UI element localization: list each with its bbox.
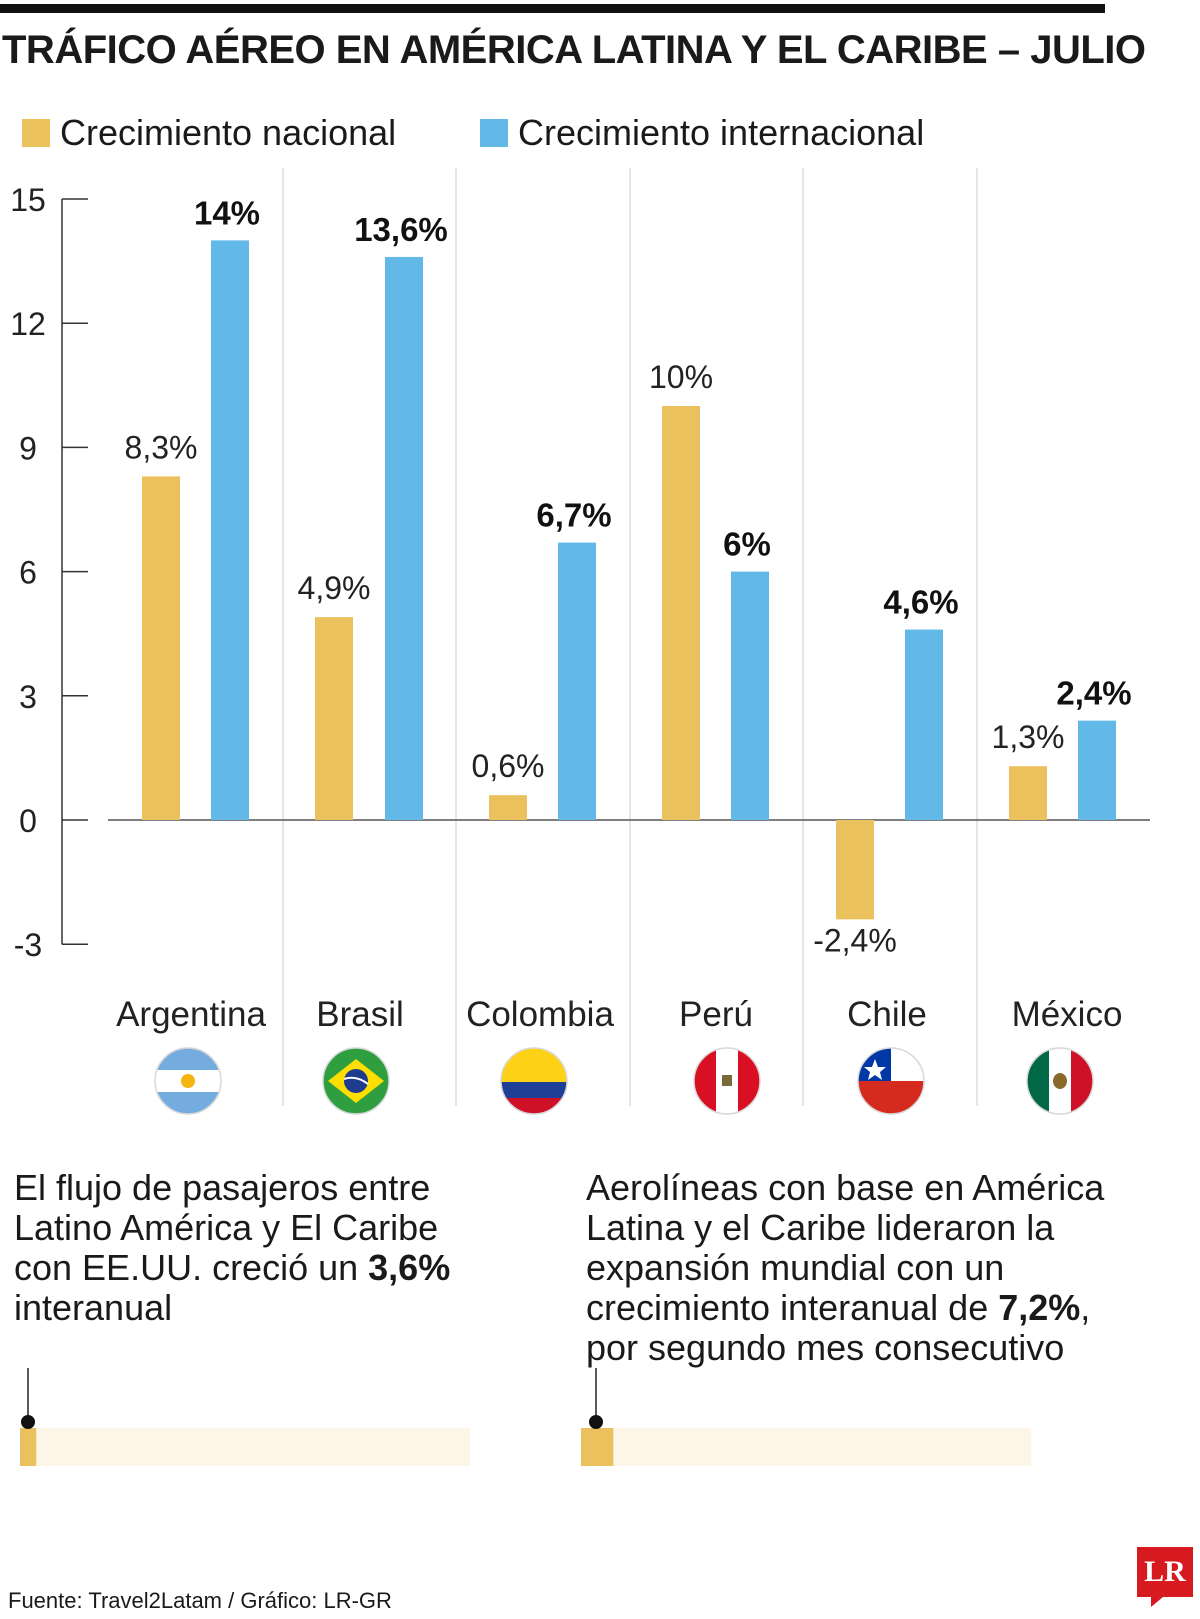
lr-logo: LR <box>1137 1547 1193 1607</box>
data-label-internacional: 6% <box>723 526 771 563</box>
legend-item-nacional: Crecimiento nacional <box>22 112 396 154</box>
note-bar-track <box>581 1428 1031 1466</box>
note-right: Aerolíneas con base en América Latina y … <box>586 1168 1126 1368</box>
bar-internacional-colombia <box>558 542 596 820</box>
note-right-tail: , por segundo mes consecutivo <box>586 1287 1091 1368</box>
legend-swatch-internacional <box>480 119 508 147</box>
peru-flag-icon <box>694 1048 760 1114</box>
bar-nacional-colombia <box>489 795 527 820</box>
note-left-tail: interanual <box>14 1287 173 1328</box>
note-progress-bars <box>20 1368 1031 1466</box>
y-tick-label: 12 <box>10 306 46 342</box>
note-bar-fill <box>581 1428 614 1466</box>
category-label-méxico: México <box>1012 995 1123 1034</box>
note-pointer-dot <box>21 1415 35 1429</box>
note-left-highlight: 3,6% <box>368 1247 451 1288</box>
y-tick-label: 9 <box>19 430 37 466</box>
brazil-flag-icon <box>323 1048 389 1114</box>
bar-internacional-argentina <box>211 240 249 820</box>
argentina-flag-icon <box>155 1048 221 1114</box>
top-rule <box>0 4 1105 13</box>
bar-internacional-brasil <box>385 256 423 821</box>
y-tick-label: 3 <box>19 679 37 715</box>
y-tick-label: 0 <box>19 803 37 839</box>
flag-border <box>1026 1047 1094 1115</box>
source-text: Fuente: Travel2Latam / Gráfico: LR-GR <box>8 1588 392 1613</box>
note-bar-fill <box>20 1428 37 1466</box>
bar-internacional-méxico <box>1078 720 1116 820</box>
bar-nacional-perú <box>662 406 700 820</box>
data-label-nacional: -2,4% <box>813 922 897 958</box>
category-label-colombia: Colombia <box>466 995 614 1034</box>
y-tick-label: 6 <box>19 555 37 591</box>
flag-border <box>693 1047 761 1115</box>
y-tick-label: -3 <box>14 927 42 963</box>
data-label-nacional: 1,3% <box>992 719 1065 755</box>
flag-border <box>154 1047 222 1115</box>
legend-label-nacional: Crecimiento nacional <box>60 112 397 153</box>
chart-title: TRÁFICO AÉREO EN AMÉRICA LATINA Y EL CAR… <box>2 28 1146 72</box>
data-label-nacional: 4,9% <box>298 570 371 606</box>
legend-swatch-nacional <box>22 119 50 147</box>
y-tick-label: 15 <box>10 182 46 218</box>
data-label-nacional: 0,6% <box>472 748 545 784</box>
bar-nacional-méxico <box>1009 766 1047 820</box>
flag-border <box>500 1047 568 1115</box>
flag-border <box>322 1047 390 1115</box>
bar-chart: 15 12 9 6 3 0 -3 8,3% 14% Argentina 4,9% 13,6% Brasi… <box>10 168 1150 1115</box>
bar-internacional-perú <box>731 571 769 820</box>
note-bar-track <box>20 1428 470 1466</box>
category-label-chile: Chile <box>847 995 927 1034</box>
data-label-internacional: 14% <box>194 194 260 231</box>
legend-label-internacional: Crecimiento internacional <box>518 112 925 153</box>
note-right-text: Aerolíneas con base en América Latina y … <box>586 1167 1105 1328</box>
data-label-internacional: 13,6% <box>354 211 448 248</box>
data-label-internacional: 4,6% <box>883 584 958 621</box>
data-label-internacional: 2,4% <box>1056 675 1131 712</box>
data-label-internacional: 6,7% <box>536 497 611 534</box>
note-pointer-dot <box>589 1415 603 1429</box>
note-right-highlight: 7,2% <box>998 1287 1081 1328</box>
category-label-brasil: Brasil <box>316 995 404 1034</box>
bar-nacional-argentina <box>142 476 180 820</box>
category-label-perú: Perú <box>679 995 753 1034</box>
note-left-text: El flujo de pasajeros entre Latino Améri… <box>14 1167 439 1288</box>
note-left: El flujo de pasajeros entre Latino Améri… <box>14 1168 454 1328</box>
flag-border <box>857 1047 925 1115</box>
data-label-nacional: 10% <box>649 359 713 395</box>
bar-internacional-chile <box>905 629 943 820</box>
mexico-flag-icon <box>1027 1048 1093 1114</box>
bar-nacional-brasil <box>315 617 353 820</box>
bar-nacional-chile <box>836 820 874 920</box>
data-label-nacional: 8,3% <box>125 429 198 465</box>
legend-item-internacional: Crecimiento internacional <box>480 112 924 154</box>
colombia-flag-icon <box>501 1048 567 1114</box>
category-label-argentina: Argentina <box>116 995 266 1034</box>
